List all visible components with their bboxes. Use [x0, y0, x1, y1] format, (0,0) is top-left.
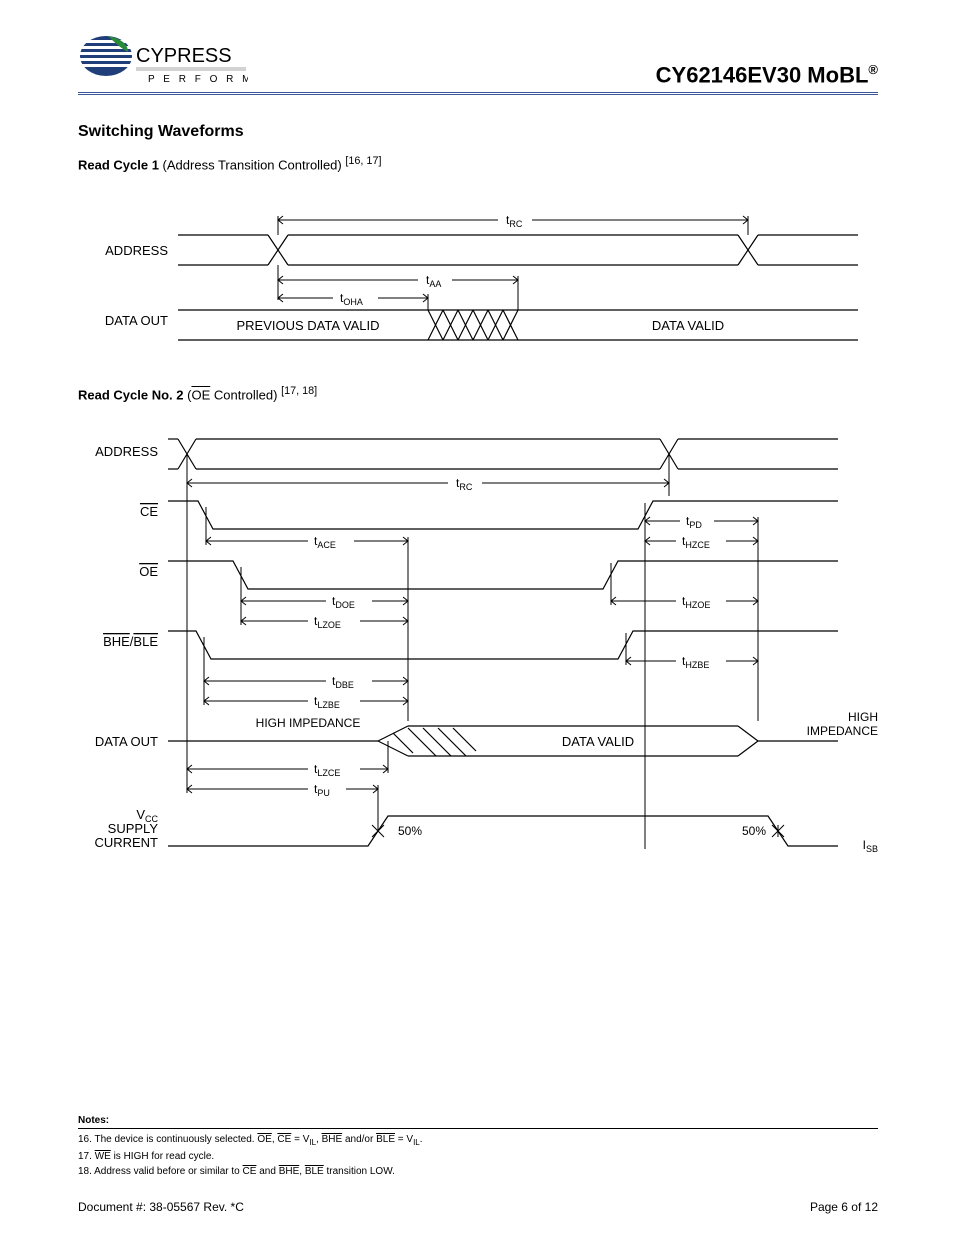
section-title: Switching Waveforms — [78, 123, 878, 141]
svg-text:tDOE: tDOE — [332, 594, 355, 610]
svg-text:DATA VALID: DATA VALID — [652, 318, 724, 333]
svg-text:tHZBE: tHZBE — [682, 654, 709, 670]
svg-text:ADDRESS: ADDRESS — [95, 444, 158, 459]
svg-text:IMPEDANCE: IMPEDANCE — [807, 724, 878, 738]
svg-text:tACE: tACE — [314, 534, 336, 550]
svg-text:50%: 50% — [398, 824, 422, 838]
read1-title: Read Cycle 1 (Address Transition Control… — [78, 155, 878, 172]
read2-title: Read Cycle No. 2 (OE Controlled) [17, 18… — [78, 385, 878, 402]
svg-text:BHE/BLE: BHE/BLE — [103, 634, 158, 649]
part-number: CY62146EV30 MoBL® — [656, 62, 878, 90]
svg-text:DATA OUT: DATA OUT — [105, 313, 168, 328]
svg-text:PREVIOUS DATA VALID: PREVIOUS DATA VALID — [236, 318, 379, 333]
svg-text:50%: 50% — [742, 824, 766, 838]
svg-text:tLZOE: tLZOE — [314, 614, 341, 630]
svg-text:tDBE: tDBE — [332, 674, 354, 690]
svg-text:tLZCE: tLZCE — [314, 762, 340, 778]
svg-text:HIGH: HIGH — [848, 710, 878, 724]
svg-text:tRC: tRC — [506, 213, 523, 229]
svg-text:tHZCE: tHZCE — [682, 534, 710, 550]
note-18: 18. Address valid before or similar to C… — [78, 1165, 878, 1178]
svg-text:HIGH IMPEDANCE: HIGH IMPEDANCE — [256, 716, 361, 730]
footer: Document #: 38-05567 Rev. *C Page 6 of 1… — [78, 1200, 878, 1214]
note-17: 17. WE is HIGH for read cycle. — [78, 1150, 878, 1163]
svg-text:tRC: tRC — [456, 476, 473, 492]
svg-text:tAA: tAA — [426, 273, 441, 289]
tagline-text: P E R F O R M — [148, 74, 248, 85]
svg-text:CURRENT: CURRENT — [94, 835, 158, 850]
svg-text:ADDRESS: ADDRESS — [105, 243, 168, 258]
page-number: Page 6 of 12 — [810, 1200, 878, 1214]
svg-text:DATA VALID: DATA VALID — [562, 734, 634, 749]
svg-text:SUPPLY: SUPPLY — [108, 821, 159, 836]
svg-text:OE: OE — [139, 564, 158, 579]
svg-text:tOHA: tOHA — [340, 291, 363, 307]
read1-diagram: ADDRESS — [78, 190, 878, 355]
svg-text:DATA OUT: DATA OUT — [95, 734, 158, 749]
svg-text:tPU: tPU — [314, 782, 330, 798]
svg-text:tHZOE: tHZOE — [682, 594, 710, 610]
svg-text:tLZBE: tLZBE — [314, 694, 340, 710]
svg-text:CE: CE — [140, 504, 158, 519]
doc-number: Document #: 38-05567 Rev. *C — [78, 1200, 244, 1214]
note-16: 16. The device is continuously selected.… — [78, 1133, 878, 1148]
page-header: CYPRESS P E R F O R M CY62146EV30 MoBL® — [78, 30, 878, 95]
notes: Notes: 16. The device is continuously se… — [78, 1115, 878, 1180]
svg-text:tPD: tPD — [686, 514, 702, 530]
logo: CYPRESS P E R F O R M — [78, 30, 248, 90]
read2-diagram: ADDRESS tRC — [78, 421, 878, 886]
brand-text: CYPRESS — [136, 45, 232, 67]
svg-text:ISB: ISB — [863, 838, 878, 854]
